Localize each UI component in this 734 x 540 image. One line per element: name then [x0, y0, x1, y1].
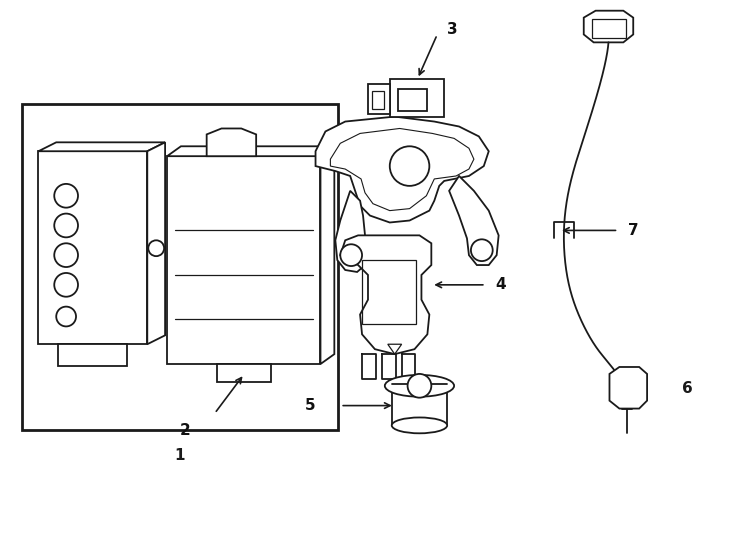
- Bar: [362, 260, 416, 325]
- Bar: [392, 384, 447, 426]
- Bar: [390, 79, 444, 117]
- Text: 2: 2: [180, 423, 190, 438]
- Circle shape: [57, 307, 76, 326]
- Bar: [21, 104, 338, 430]
- Circle shape: [148, 240, 164, 256]
- Circle shape: [390, 146, 429, 186]
- Circle shape: [54, 244, 78, 267]
- Circle shape: [54, 214, 78, 238]
- Text: 7: 7: [628, 223, 639, 238]
- Polygon shape: [321, 146, 335, 364]
- Bar: [398, 89, 427, 111]
- Polygon shape: [148, 143, 165, 344]
- Bar: [38, 151, 148, 344]
- Text: 6: 6: [682, 381, 692, 396]
- Polygon shape: [38, 143, 165, 151]
- Text: 4: 4: [495, 278, 506, 292]
- Polygon shape: [609, 367, 647, 409]
- Polygon shape: [449, 176, 498, 265]
- Circle shape: [471, 239, 493, 261]
- Circle shape: [54, 184, 78, 208]
- Polygon shape: [167, 146, 335, 156]
- Bar: [167, 156, 321, 364]
- Polygon shape: [207, 129, 256, 156]
- Bar: [368, 84, 390, 113]
- Bar: [592, 18, 626, 38]
- Ellipse shape: [385, 375, 454, 397]
- Polygon shape: [335, 191, 367, 272]
- Circle shape: [407, 374, 432, 397]
- Ellipse shape: [392, 417, 447, 433]
- Bar: [372, 91, 384, 109]
- Circle shape: [341, 244, 362, 266]
- Bar: [58, 344, 128, 366]
- Circle shape: [54, 273, 78, 296]
- Text: 5: 5: [305, 398, 316, 413]
- Text: 1: 1: [175, 448, 185, 463]
- Text: 3: 3: [447, 22, 458, 37]
- Polygon shape: [584, 11, 633, 42]
- Polygon shape: [316, 117, 489, 222]
- Polygon shape: [341, 235, 432, 354]
- Bar: [217, 364, 271, 382]
